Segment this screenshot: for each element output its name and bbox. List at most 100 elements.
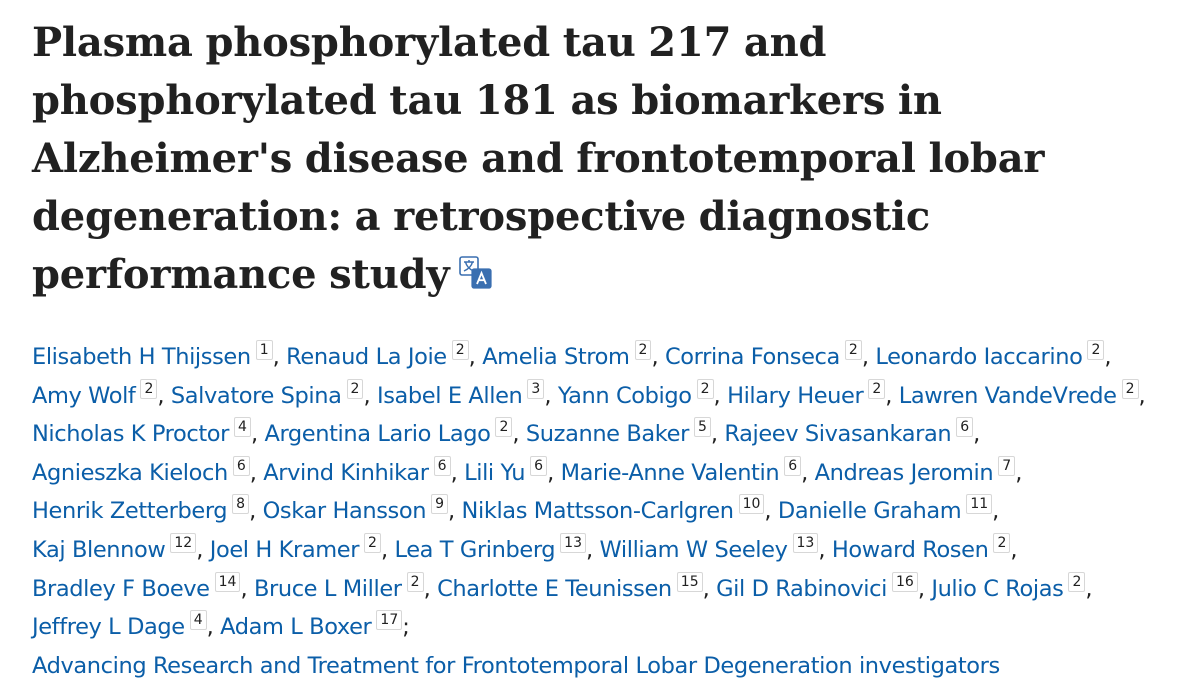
- author-entry: Danielle Graham 11: [777, 494, 993, 525]
- affiliation-badge[interactable]: 17: [376, 610, 403, 631]
- affiliation-badge[interactable]: 14: [214, 571, 241, 592]
- author-entry: William W Seeley 13: [599, 532, 819, 563]
- author-entry: Elisabeth H Thijssen 1: [32, 340, 273, 370]
- affiliation-badge[interactable]: 2: [993, 532, 1011, 553]
- author-name-link[interactable]: Bradley F Boeve: [32, 575, 210, 602]
- author-name-link[interactable]: Gil D Rabinovici: [716, 575, 887, 602]
- affiliation-badge[interactable]: 2: [346, 378, 364, 399]
- affiliation-badge[interactable]: 3: [527, 378, 545, 399]
- author-separator: ,: [512, 421, 526, 448]
- author-name-link[interactable]: Argentina Lario Lago: [264, 421, 491, 448]
- author-separator: ,: [250, 421, 265, 448]
- author-separator: ,: [1104, 344, 1112, 370]
- affiliation-badge[interactable]: 2: [868, 378, 886, 399]
- author-name-link[interactable]: Nicholas K Proctor: [32, 421, 230, 448]
- author-name-link[interactable]: Adam L Boxer: [220, 614, 372, 641]
- author-name-link[interactable]: Hilary Heuer: [727, 382, 864, 409]
- author-name-link[interactable]: Corrina Fonseca: [664, 344, 840, 370]
- author-name-link[interactable]: Elisabeth H Thijssen: [32, 344, 251, 370]
- affiliation-badge[interactable]: 15: [676, 571, 703, 592]
- affiliation-badge[interactable]: 13: [560, 532, 586, 553]
- author-separator: ,: [713, 382, 728, 409]
- author-name-link[interactable]: Isabel E Allen: [376, 382, 523, 409]
- author-name-link[interactable]: Bruce L Miller: [253, 575, 402, 602]
- author-name-link[interactable]: Henrik Zetterberg: [32, 498, 228, 525]
- affiliation-badge[interactable]: 6: [956, 417, 974, 438]
- author-name-link[interactable]: Marie-Anne Valentin: [560, 459, 780, 486]
- author-entry: Hilary Heuer 2: [727, 378, 886, 409]
- author-name-link[interactable]: Joel H Kramer: [209, 536, 360, 563]
- affiliation-badge[interactable]: 6: [784, 455, 802, 476]
- author-name-link[interactable]: Howard Rosen: [831, 536, 989, 563]
- affiliation-badge[interactable]: 6: [530, 455, 548, 476]
- author-separator: ,: [157, 382, 171, 409]
- affiliation-badge[interactable]: 2: [406, 571, 424, 592]
- author-name-link[interactable]: Jeffrey L Dage: [32, 614, 185, 641]
- affiliation-badge[interactable]: 13: [792, 532, 819, 553]
- affiliation-badge[interactable]: 6: [232, 455, 250, 476]
- author-entry: Lea T Grinberg 13: [394, 532, 586, 563]
- affiliation-badge[interactable]: 2: [495, 417, 513, 438]
- author-name-link[interactable]: Lawren VandeVrede: [898, 382, 1117, 409]
- author-group-link[interactable]: Advancing Research and Treatment for Fro…: [32, 652, 1000, 679]
- affiliation-badge[interactable]: 4: [234, 417, 251, 438]
- author-name-link[interactable]: Arvind Kinhikar: [263, 459, 429, 486]
- affiliation-badge[interactable]: 2: [1068, 571, 1086, 592]
- author-name-link[interactable]: Salvatore Spina: [170, 382, 342, 409]
- author-separator: ,: [1085, 575, 1093, 602]
- affiliation-badge[interactable]: 5: [693, 417, 711, 438]
- affiliation-badge[interactable]: 10: [738, 494, 765, 515]
- affiliation-badge[interactable]: 2: [634, 340, 652, 360]
- author-name-link[interactable]: Amy Wolf: [32, 382, 136, 409]
- author-name-link[interactable]: Lea T Grinberg: [394, 536, 556, 563]
- affiliation-badge[interactable]: 7: [998, 455, 1016, 476]
- affiliation-badge[interactable]: 4: [189, 610, 207, 631]
- author-name-link[interactable]: Julio C Rojas: [931, 575, 1064, 602]
- affiliation-badge[interactable]: 2: [364, 532, 381, 553]
- author-name-link[interactable]: Amelia Strom: [482, 344, 630, 370]
- author-name-link[interactable]: Yann Cobigo: [557, 382, 692, 409]
- author-entry: Rajeev Sivasankaran 6: [724, 417, 974, 448]
- author-separator: ,: [544, 382, 558, 409]
- author-name-link[interactable]: Agnieszka Kieloch: [32, 459, 228, 486]
- article-title: Plasma phosphorylated tau 217 and phosph…: [32, 14, 1172, 304]
- affiliation-badge[interactable]: 16: [891, 571, 918, 592]
- affiliation-badge[interactable]: 11: [966, 494, 993, 515]
- affiliation-badge[interactable]: 9: [431, 494, 449, 515]
- author-separator: ,: [206, 614, 221, 641]
- affiliation-badge[interactable]: 8: [232, 494, 250, 515]
- author-name-link[interactable]: Niklas Mattsson-Carlgren: [461, 498, 734, 525]
- affiliation-badge[interactable]: 2: [696, 378, 714, 399]
- author-separator: ,: [249, 498, 263, 525]
- author-separator: ,: [448, 498, 462, 525]
- author-name-link[interactable]: Suzanne Baker: [525, 421, 689, 448]
- author-separator: ,: [710, 421, 725, 448]
- author-name-link[interactable]: Kaj Blennow: [32, 536, 166, 563]
- author-name-link[interactable]: Renaud La Joie: [286, 344, 447, 370]
- translate-icon[interactable]: [459, 248, 493, 289]
- author-name-link[interactable]: Leonardo Iaccarino: [875, 344, 1083, 370]
- author-entry: Oskar Hansson 9: [262, 494, 449, 525]
- affiliation-badge[interactable]: 2: [140, 378, 158, 399]
- affiliation-badge[interactable]: 6: [433, 455, 451, 476]
- author-separator: ,: [1015, 459, 1022, 486]
- author-entry: Jeffrey L Dage 4: [32, 610, 207, 641]
- author-name-link[interactable]: Rajeev Sivasankaran: [724, 421, 952, 448]
- affiliation-badge[interactable]: 2: [451, 340, 469, 360]
- affiliation-badge[interactable]: 2: [844, 340, 862, 360]
- author-name-link[interactable]: Charlotte E Teunissen: [437, 575, 672, 602]
- affiliation-badge[interactable]: 2: [1087, 340, 1105, 360]
- author-name-link[interactable]: William W Seeley: [599, 536, 788, 563]
- author-entry: Argentina Lario Lago 2: [264, 417, 513, 448]
- affiliation-badge[interactable]: 2: [1121, 378, 1139, 399]
- author-name-link[interactable]: Oskar Hansson: [262, 498, 427, 525]
- affiliation-badge[interactable]: 12: [170, 532, 197, 553]
- author-name-link[interactable]: Danielle Graham: [777, 498, 962, 525]
- author-entry: Gil D Rabinovici 16: [716, 571, 918, 602]
- affiliation-badge[interactable]: 1: [255, 340, 273, 360]
- author-name-link[interactable]: Andreas Jeromin: [814, 459, 994, 486]
- author-separator: ,: [651, 344, 665, 370]
- author-entry: Howard Rosen 2: [831, 532, 1011, 563]
- author-name-link[interactable]: Lili Yu: [464, 459, 526, 486]
- author-entry: Amy Wolf 2: [32, 378, 158, 409]
